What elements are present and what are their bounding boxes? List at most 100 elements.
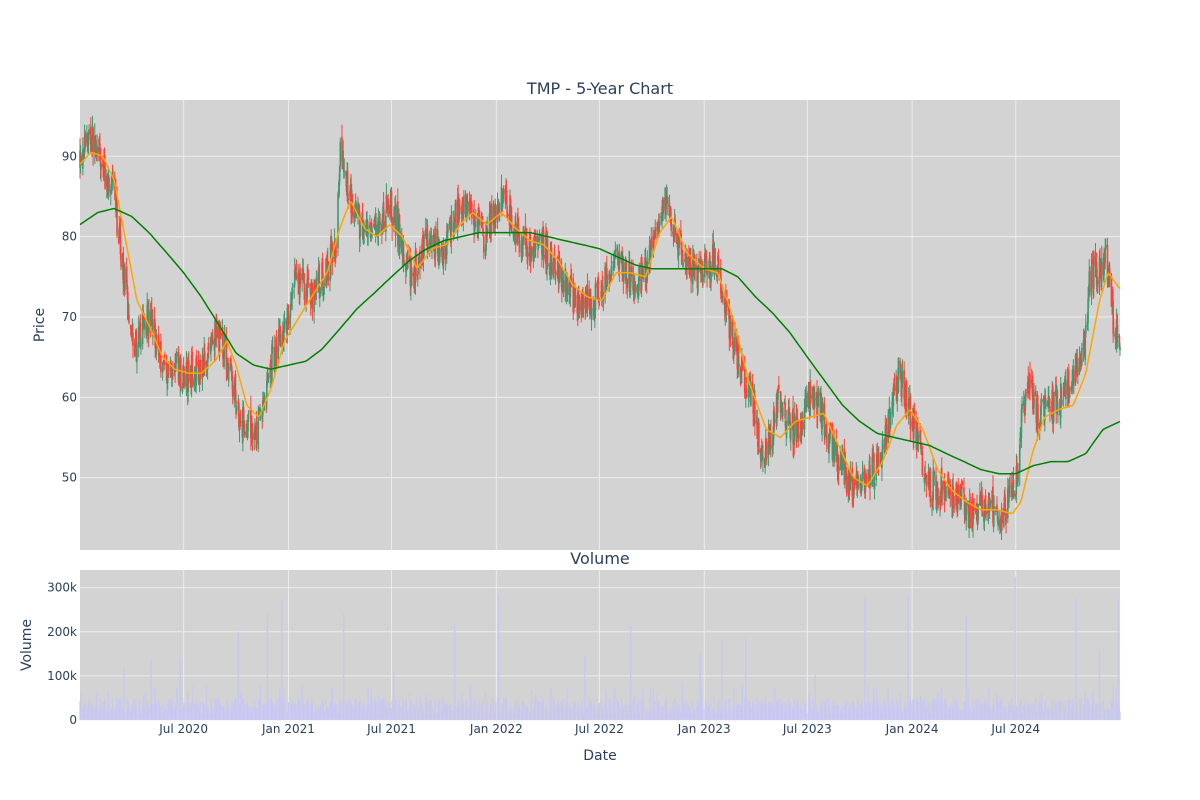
candle-body [423,233,425,256]
candle-body [120,253,122,267]
candle-body [506,213,509,216]
candle-body [225,336,228,370]
volume-bar [435,711,437,720]
candle-body [450,217,453,243]
candle-body [963,487,965,494]
candle-body [552,261,555,278]
candle-body [415,250,417,276]
volume-bar [638,711,640,720]
volume-bar [88,699,90,720]
volume-bar [806,712,808,720]
candle-body [933,471,936,475]
volume-bar [694,712,696,720]
candle-body [496,204,499,223]
candle-body [473,212,475,234]
volume-bar [825,700,827,720]
volume-bar [495,702,497,720]
candle-body [146,302,149,324]
volume-bar [1037,702,1039,720]
candle-body [973,508,975,511]
candle-body [271,348,274,349]
candle-body [322,287,325,289]
candle-body [381,218,384,230]
candle-body [875,470,878,481]
price-y-tick-label: 50 [62,471,77,485]
candle-body [590,307,593,320]
candle-body [983,502,986,522]
volume-bar-spike [280,600,283,720]
candle-body [537,242,540,248]
candle-body [805,392,808,408]
volume-bar [100,701,102,720]
candle-body [258,407,260,416]
volume-bar [379,699,381,720]
candle-body [1045,403,1047,406]
candle-body [533,241,536,248]
candle-body [1091,259,1094,261]
candle-body [96,146,98,157]
volume-bar [271,703,274,720]
volume-bar [766,711,768,720]
candle-body [347,198,350,201]
volume-bar [658,699,660,720]
volume-bar [434,700,436,720]
candle-body [1085,325,1087,334]
candle-body [191,351,194,376]
volume-bar [1109,709,1111,720]
candle-body [637,294,639,300]
candle-body [520,243,523,257]
candle-body [1048,398,1051,408]
candle-body [211,335,214,345]
volume-bar [1001,699,1003,720]
moving-average-long-line [79,207,1121,475]
volume-bar [917,702,919,720]
candle-body [132,333,134,347]
candle-body [1061,399,1063,405]
candle-body [1046,400,1049,407]
candle-body [929,469,932,503]
candle-body [119,229,122,255]
candle-body [529,241,532,261]
volume-bar [355,698,357,720]
candle-body [1060,387,1063,407]
candle-body [317,273,319,281]
candle-body [754,395,756,425]
volume-bar [415,699,417,720]
candle-body [1111,293,1113,307]
candle-body [792,407,794,445]
candle-body [716,265,719,278]
volume-bar [969,706,971,720]
candle-body [618,253,621,270]
candle-body [824,428,827,434]
candle-body [172,372,174,377]
volume-bar [439,701,441,720]
candle-body [144,320,146,330]
volume-bar [846,700,848,720]
candle-body [87,133,90,145]
candle-body [561,278,564,291]
candle-body [197,361,200,381]
candle-body [702,273,704,283]
candle-body [661,206,663,216]
candle-body [1041,399,1043,402]
candle-body [156,337,158,338]
candle-body [597,277,600,301]
candle-body [194,375,196,377]
volume-bar [622,707,624,720]
candle-body [222,331,224,359]
candle-body [275,336,278,360]
candle-body [919,441,922,450]
volume-bar [325,698,327,720]
candle-body [829,426,831,440]
candle-body [155,337,158,355]
candle-body [625,259,627,282]
candle-body [393,217,395,226]
candle-body [329,276,331,280]
volume-bar [802,710,804,720]
volume-bar [776,701,778,720]
candle-body [468,202,471,214]
candle-body [210,348,212,352]
volume-bar [566,700,569,720]
candle-body [1023,403,1026,405]
candle-body [654,227,657,239]
